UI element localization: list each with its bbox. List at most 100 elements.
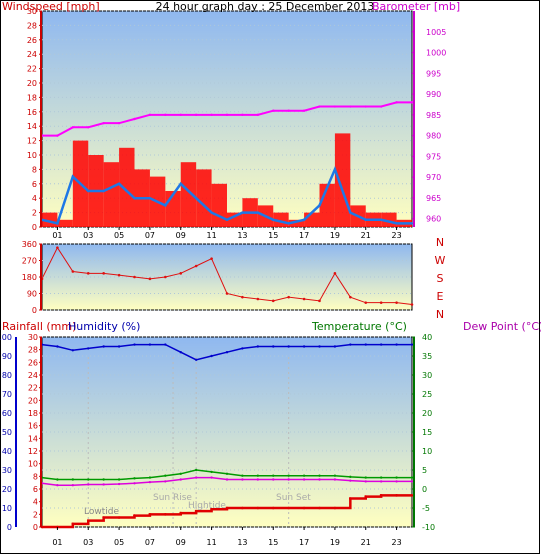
temperature-point [379,476,383,479]
rain-tick-label: 14 [28,434,38,443]
humidity-point [194,358,198,361]
rainfall-point [271,506,275,510]
temperature-point [210,470,213,474]
axes: 0246810121416182022242628309609659709759… [0,7,446,547]
barometer-point [318,105,321,108]
hour-tick-label: 19 [330,231,340,240]
rainfall-point [395,494,398,497]
barometer-point [333,105,337,108]
compass-label: S [437,272,444,285]
temperature-tick-label: 15 [422,428,432,437]
direction-tick-label: 270 [22,257,37,266]
temperature-point [179,472,182,475]
temperature-tick-label: 35 [422,352,432,361]
direction-point [86,272,90,275]
humidity-axis-label: Humidity (%) [68,320,140,333]
gust-bar [211,183,227,227]
rainfall-point [164,513,167,516]
rain-tick-label: 2 [33,510,38,519]
barometer-tick-label: 980 [426,132,441,141]
compass-label: N [436,236,444,249]
humidity-point [410,343,414,346]
temperature-point [56,478,59,481]
hour-tick-label: 11 [206,231,216,240]
wind-tick-label: 4 [32,194,37,203]
barometer-axis-label: Barometer [mb] [372,0,460,13]
rainfall-point [133,514,136,517]
temperature-tick-label: 5 [422,466,427,475]
direction-point [410,303,414,306]
humidity-tick-label: 70 [2,390,12,399]
direction-point [318,299,321,303]
humidity-tick-label: 60 [2,409,12,418]
rainfall-point [333,506,337,510]
temperature-axis-label: Temperature (°C) [311,320,407,333]
hour-tick-label: 07 [145,231,155,240]
humidity-point [133,343,136,346]
humidity-tick-label: 80 [2,371,12,380]
barometer-point [148,113,152,117]
temperature-point [364,476,367,479]
direction-point [117,273,121,277]
temperature-point [272,474,275,477]
humidity-point [179,351,182,354]
wind-average-point [210,211,213,214]
dewpoint-point [410,480,414,483]
temperature-tick-label: -10 [422,523,435,532]
wind-axis-label: Windspeed [mph] [2,0,100,13]
barometer-point [71,126,75,129]
wind-average-point [56,222,59,225]
humidity-point [117,345,121,348]
barometer-point [210,113,213,117]
marker-sunset: Sun Set [276,493,311,503]
dewpoint-point [225,478,229,481]
humidity-tick-label: 90 [2,352,12,361]
dewpoint-point [241,478,244,481]
temperature-point [225,472,229,475]
humidity-point [164,343,167,346]
hour-tick-label: 09 [176,231,186,240]
barometer-point [287,109,290,112]
rainfall-point [225,506,229,510]
rain-tick-label: 24 [28,371,38,380]
barometer-point [256,113,260,117]
direction-point [148,277,152,281]
barometer-point [364,105,367,108]
temperature-tick-label: 0 [422,485,427,494]
wind-tick-label: 20 [27,79,37,88]
rain-tick-label: 12 [28,447,38,456]
gust-bar [304,212,320,227]
hour-tick-label: 03 [83,538,93,547]
direction-point [102,272,105,275]
gust-bar [103,162,120,227]
direction-point [256,297,260,301]
temperature-point [256,474,260,477]
humidity-point [225,351,229,354]
dewpoint-point [179,478,182,481]
temperature-point [318,474,321,477]
rainfall-point [71,522,75,526]
data-series [40,101,414,529]
direction-point [164,275,167,279]
humidity-tick-label: 20 [2,485,12,494]
humidity-tick-label: 50 [2,428,12,437]
dewpoint-point [71,484,75,487]
direction-point [333,272,337,275]
wind-tick-label: 2 [32,209,37,218]
humidity-point [333,345,337,348]
dewpoint-point [302,478,306,481]
hour-tick-label: 23 [391,231,401,240]
dewpoint-point [256,478,260,481]
direction-point [349,295,352,299]
dewpoint-point [87,483,90,486]
wind-average-point [364,218,367,221]
hour-tick-label: 13 [237,231,247,240]
rainfall-point [349,497,352,500]
temperature-point [333,474,337,477]
direction-point [287,295,290,299]
rainfall-point [117,516,121,519]
rain-tick-label: 26 [28,358,38,367]
wind-average-point [410,222,414,225]
gust-bar [227,212,243,227]
rainfall-point [179,511,183,515]
